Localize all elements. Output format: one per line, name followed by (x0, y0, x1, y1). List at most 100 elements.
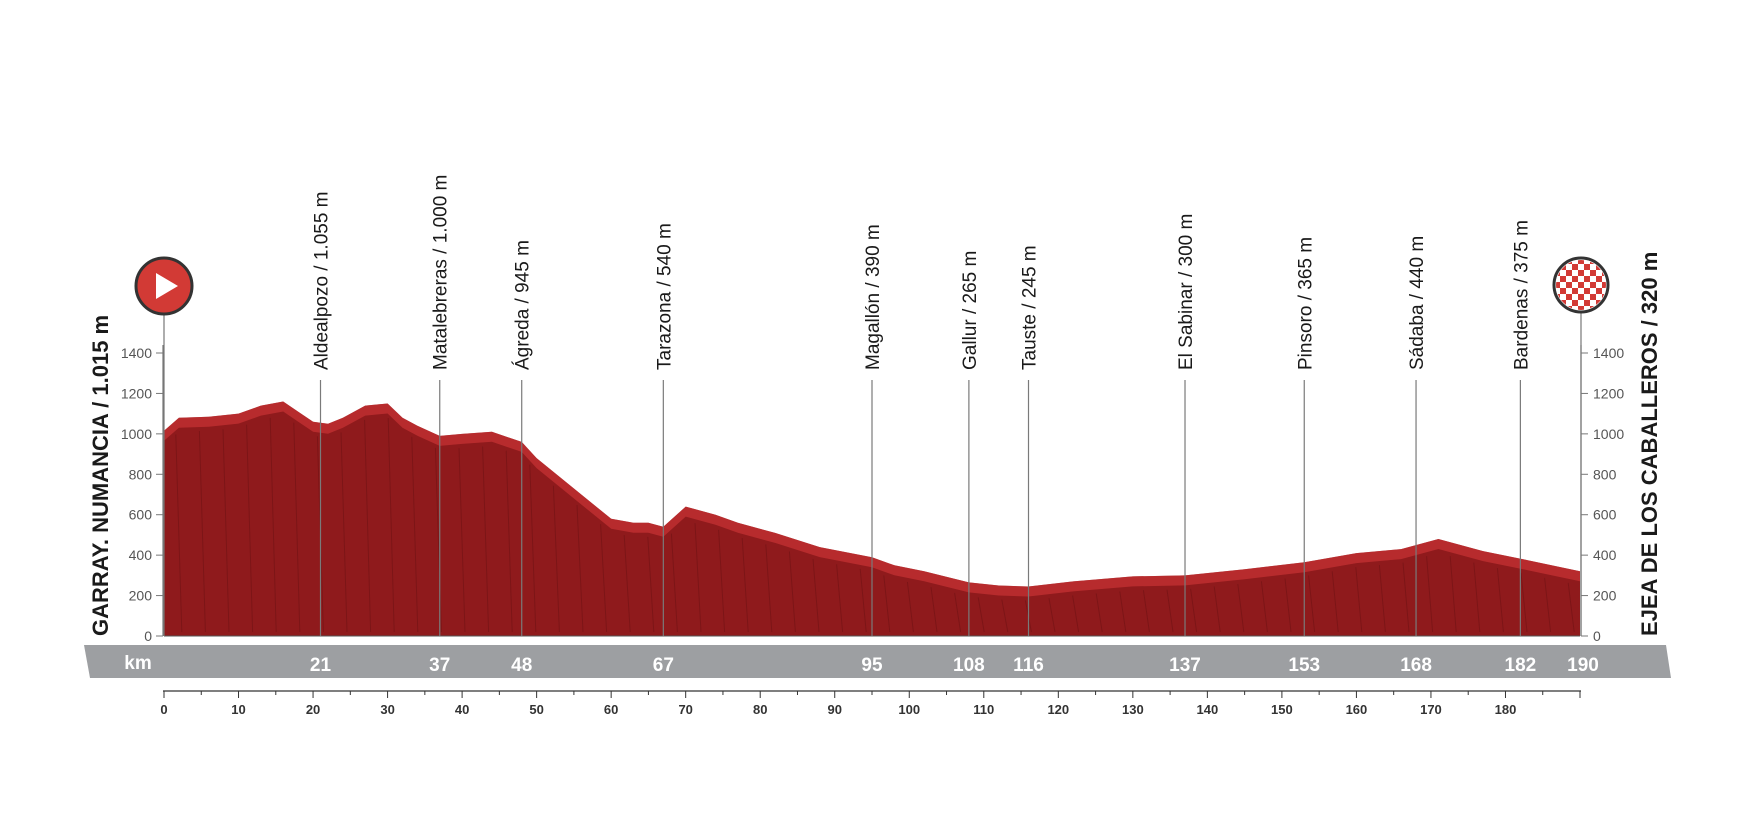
profile-texture (1142, 590, 1150, 633)
y-tick-label-right: 0 (1593, 628, 1601, 644)
y-tick-label-left: 800 (129, 466, 153, 482)
y-tick-label-right: 800 (1593, 466, 1617, 482)
profile-texture (198, 430, 206, 633)
profile-texture (552, 485, 560, 633)
profile-texture (505, 450, 513, 633)
y-tick-label-left: 600 (129, 507, 153, 523)
x-ticks: 0 10 20 30 40 50 60 70 80 90 100 110 120 130 140 150 160… (160, 691, 1581, 717)
profile-texture (1378, 564, 1386, 633)
y-tick-label-right: 400 (1593, 547, 1617, 563)
waypoint-label: Bardenas / 375 m (1511, 220, 1532, 370)
y-tick-label-left: 1200 (121, 385, 152, 401)
profile-texture (930, 586, 938, 633)
start-label: GARRAY. NUMANCIA / 1.015 m (88, 315, 113, 636)
profile-texture (812, 558, 820, 633)
waypoint-label: Tauste / 245 m (1020, 245, 1041, 370)
profile-texture (1308, 575, 1316, 633)
waypoint-label: Tarazona / 540 m (654, 223, 675, 370)
profile-texture (883, 575, 891, 633)
profile-texture (694, 523, 702, 633)
profile-texture (1119, 591, 1127, 633)
profile-texture (387, 418, 395, 633)
profile-texture (482, 446, 490, 633)
x-tick-label: 80 (753, 702, 767, 717)
waypoint-label: Pinsoro / 365 m (1295, 237, 1316, 370)
profile-texture (1284, 578, 1292, 633)
x-tick-label: 170 (1420, 702, 1442, 717)
profile-texture (458, 448, 466, 633)
waypoint-label: Magallón / 390 m (863, 224, 884, 370)
profile-texture (765, 544, 773, 633)
x-tick-label: 180 (1495, 702, 1517, 717)
waypoint-label: El Sabinar / 300 m (1176, 214, 1197, 370)
x-tick-label: 10 (231, 702, 245, 717)
waypoint-label: Sádaba / 440 m (1407, 236, 1428, 370)
x-tick-label: 100 (898, 702, 920, 717)
km-bar-value: 137 (1169, 655, 1201, 676)
y-tick-label-right: 200 (1593, 588, 1617, 604)
profile-texture (1402, 562, 1410, 633)
x-tick-label: 140 (1197, 702, 1219, 717)
profile-texture (1426, 556, 1434, 633)
km-bar-value: 182 (1505, 655, 1537, 676)
y-tick-label-right: 1000 (1593, 426, 1624, 442)
profile-texture (977, 597, 985, 633)
profile-texture (411, 436, 419, 633)
profile-texture (576, 504, 584, 633)
profile-texture (293, 422, 301, 633)
profile-texture (1237, 583, 1245, 633)
profile-texture (1190, 588, 1198, 633)
profile-texture (269, 417, 277, 633)
km-bar-value: 21 (310, 655, 332, 676)
profile-texture (1496, 567, 1504, 633)
km-bar-values: 21 37 48 67 95 108 116 137 153 168 182 190 (310, 655, 1599, 676)
profile-texture (222, 429, 230, 633)
km-bar-label: km (124, 653, 151, 674)
profile-texture (434, 447, 442, 633)
x-tick-label: 20 (306, 702, 320, 717)
profile-texture (1072, 595, 1080, 633)
profile-texture (1260, 581, 1268, 633)
y-tick-label-left: 200 (129, 588, 153, 604)
y-tick-label-right: 1200 (1593, 385, 1624, 401)
waypoint-label: Matalebreras / 1.000 m (431, 175, 452, 370)
profile-texture (1473, 562, 1481, 633)
y-tick-label-left: 400 (129, 547, 153, 563)
y-tick-label-left: 0 (144, 628, 152, 644)
profile-texture (1567, 582, 1575, 633)
km-bar-finish-value: 190 (1567, 655, 1599, 676)
profile-texture (906, 581, 914, 633)
x-tick-label: 0 (160, 702, 167, 717)
profile-texture (600, 524, 608, 633)
profile-top-band (164, 401, 1580, 597)
profile-texture (718, 529, 726, 633)
waypoint-markers: Aldealpozo / 1.055 m Matalebreras / 1.000… (312, 175, 1532, 636)
waypoint-label: Aldealpozo / 1.055 m (312, 191, 333, 370)
waypoint-label: Gallur / 265 m (960, 251, 981, 370)
finish-label: EJEA DE LOS CABALLEROS / 320 m (1637, 252, 1662, 636)
y-tick-label-right: 600 (1593, 507, 1617, 523)
profile-texture (1544, 577, 1552, 633)
x-tick-label: 60 (604, 702, 618, 717)
km-bar-value: 168 (1400, 655, 1432, 676)
km-bar-value: 108 (953, 655, 985, 676)
x-tick-label: 90 (828, 702, 842, 717)
profile-texture (670, 533, 678, 633)
profile-texture (647, 536, 655, 633)
x-tick-label: 30 (380, 702, 394, 717)
y-ticks: 0 0 200 200 400 400 600 600 800 800 1000 1000 1200 12… (121, 345, 1625, 644)
profile-texture (1095, 593, 1103, 633)
profile-texture (1449, 556, 1457, 633)
km-bar-value: 116 (1013, 655, 1044, 676)
profile-texture (1331, 571, 1339, 633)
km-bar-value: 37 (429, 655, 450, 676)
x-tick-label: 40 (455, 702, 469, 717)
km-bar-value: 95 (861, 655, 883, 676)
km-bar (84, 645, 1671, 678)
checkered-flag-icon (1552, 256, 1610, 314)
y-tick-label-left: 1400 (121, 345, 152, 361)
profile-texture (529, 464, 537, 633)
profile-texture (1001, 599, 1009, 633)
profile-texture (1520, 572, 1528, 633)
